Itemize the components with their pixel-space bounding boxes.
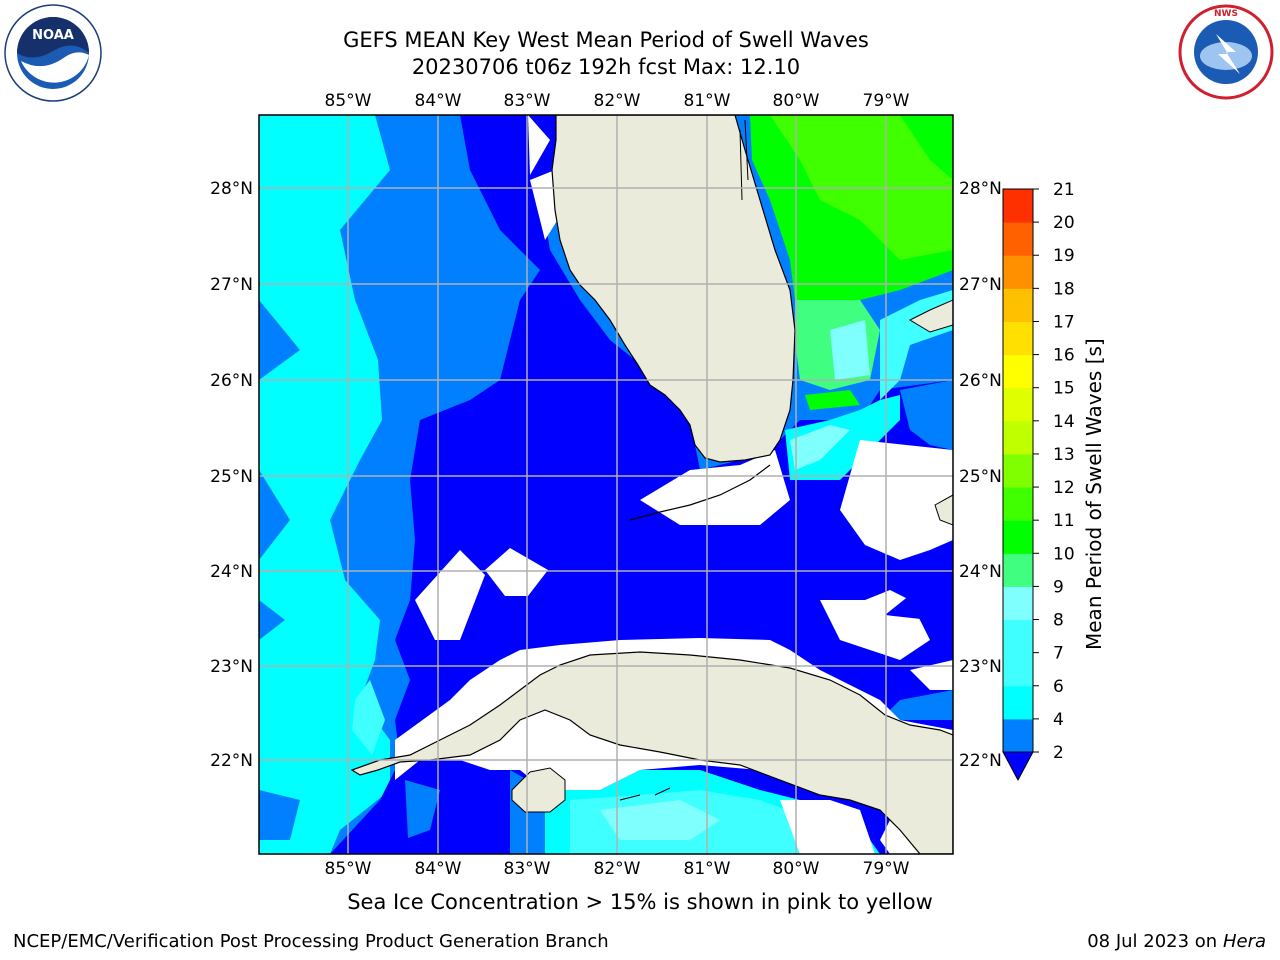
lat-labels-right: 28°N 27°N 26°N 25°N 24°N 23°N 22°N <box>959 179 1002 771</box>
lon-labels-top: 85°W 84°W 83°W 82°W 81°W 80°W 79°W <box>325 91 910 111</box>
lon-label-bottom: 81°W <box>684 859 731 879</box>
colorbar-segment <box>1003 222 1033 256</box>
colorbar-extend-min <box>1002 751 1034 782</box>
colorbar-tick-label: 7 <box>1053 644 1064 664</box>
colorbar-segment <box>1003 685 1033 720</box>
colorbar-tick-label: 9 <box>1053 577 1064 597</box>
map-frame <box>258 114 954 855</box>
lon-label-top: 79°W <box>863 91 910 111</box>
noaa-logo-text: NOAA <box>32 28 74 43</box>
lon-label-bottom: 82°W <box>594 859 641 879</box>
footer-branch: NCEP/EMC/Verification Post Processing Pr… <box>13 931 609 952</box>
footer-host: Hera <box>1222 931 1266 952</box>
lat-label-left: 23°N <box>210 657 253 677</box>
colorbar-tick-label: 12 <box>1053 478 1075 498</box>
lat-label-left: 24°N <box>210 562 253 582</box>
colorbar-tick-label: 20 <box>1053 213 1075 233</box>
colorbar-tick-label: 6 <box>1053 677 1064 697</box>
colorbar-segment <box>1003 288 1033 322</box>
lon-label-top: 82°W <box>594 91 641 111</box>
colorbar-tick-label: 14 <box>1053 412 1075 432</box>
colorbar-segment <box>1003 453 1033 488</box>
lon-label-top: 80°W <box>773 91 820 111</box>
footer-date-text: 08 Jul 2023 on <box>1087 931 1223 952</box>
lat-label-left: 25°N <box>210 467 253 487</box>
lat-label-right: 26°N <box>959 371 1002 391</box>
colorbar-label: Mean Period of Swell Waves [s] <box>1082 338 1106 650</box>
swell-contour-4-6 <box>259 115 390 854</box>
colorbar-tick-label: 19 <box>1053 246 1075 266</box>
lon-label-bottom: 85°W <box>325 859 372 879</box>
lat-labels-left: 28°N 27°N 26°N 25°N 24°N 23°N 22°N <box>210 179 253 771</box>
colorbar-tick-label: 16 <box>1053 346 1075 366</box>
colorbar-segment <box>1003 420 1033 455</box>
lon-labels-bottom: 85°W 84°W 83°W 82°W 81°W 80°W 79°W <box>325 859 910 879</box>
footer-date: 08 Jul 2023 on Hera <box>1087 931 1266 952</box>
colorbar-tick-label: 21 <box>1053 180 1075 200</box>
colorbar-tick-label: 4 <box>1053 710 1064 730</box>
lat-label-left: 28°N <box>210 179 253 199</box>
lon-label-bottom: 80°W <box>773 859 820 879</box>
colorbar-segment <box>1003 387 1033 422</box>
title-line-2: 20230706 t06z 192h fcst Max: 12.10 <box>411 55 801 79</box>
lat-label-right: 22°N <box>959 751 1002 771</box>
colorbar-segment <box>1003 354 1033 389</box>
no-data-areas <box>528 115 550 175</box>
map-gridlines <box>259 115 953 854</box>
colorbar-segment <box>1003 718 1033 753</box>
colorbar-segment <box>1003 553 1033 587</box>
colorbar-segment <box>1003 652 1033 687</box>
lon-label-bottom: 84°W <box>415 859 462 879</box>
cuba-land <box>350 651 953 854</box>
colorbar-segment <box>1003 586 1033 621</box>
title-line-1: GEFS MEAN Key West Mean Period of Swell … <box>343 28 869 52</box>
colorbar-segment <box>1003 321 1033 356</box>
lon-label-top: 84°W <box>415 91 462 111</box>
lon-label-top: 81°W <box>684 91 731 111</box>
lon-label-bottom: 79°W <box>863 859 910 879</box>
lon-label-bottom: 83°W <box>504 859 551 879</box>
lon-label-top: 85°W <box>325 91 372 111</box>
colorbar: 2 4 6 7 8 9 10 11 12 13 14 15 16 17 18 19 20 21 <box>1002 180 1075 782</box>
lat-label-right: 28°N <box>959 179 1002 199</box>
lat-label-right: 23°N <box>959 657 1002 677</box>
lat-label-left: 22°N <box>210 751 253 771</box>
colorbar-frame <box>1002 188 1034 753</box>
colorbar-segment <box>1003 619 1033 654</box>
colorbar-tick-label: 18 <box>1053 279 1075 299</box>
noaa-logo: NOAA <box>4 4 102 102</box>
lon-label-top: 83°W <box>504 91 551 111</box>
lat-label-right: 27°N <box>959 275 1002 295</box>
colorbar-segment <box>1003 255 1033 289</box>
lat-label-right: 24°N <box>959 562 1002 582</box>
colorbar-tick-label: 2 <box>1053 743 1064 763</box>
colorbar-segment <box>1003 520 1033 554</box>
lat-label-left: 26°N <box>210 371 253 391</box>
colorbar-tick-label: 17 <box>1053 312 1075 332</box>
colorbar-tick-label: 15 <box>1053 379 1075 399</box>
chart-title: GEFS MEAN Key West Mean Period of Swell … <box>256 27 956 81</box>
lat-label-left: 27°N <box>210 275 253 295</box>
sea-ice-caption: Sea Ice Concentration > 15% is shown in … <box>347 890 933 914</box>
colorbar-tick-label: 13 <box>1053 445 1075 465</box>
colorbar-tick-label: 11 <box>1053 511 1075 531</box>
colorbar-segment <box>1003 487 1033 521</box>
nws-logo: NWS <box>1178 4 1274 100</box>
lat-label-right: 25°N <box>959 467 1002 487</box>
colorbar-tick-label: 10 <box>1053 544 1075 564</box>
colorbar-segment <box>1003 189 1033 223</box>
svg-text:NWS: NWS <box>1214 9 1238 19</box>
colorbar-tick-label: 8 <box>1053 611 1064 631</box>
